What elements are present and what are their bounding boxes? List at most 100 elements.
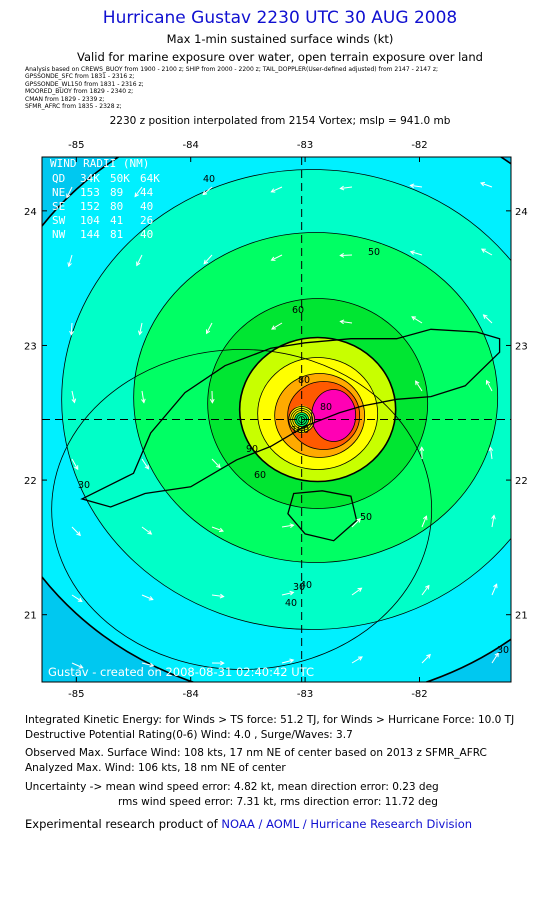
wind-arrow [410, 251, 423, 256]
wind-arrow-head [480, 248, 486, 253]
axis-ticks: -85 -85 -84 -84 -83 -83 -82 -82 24 24 23 23 22 22 21 21 [24, 140, 528, 700]
contour-90 [287, 381, 361, 450]
wind-arrow-head [415, 380, 420, 386]
contour-label: 40 [203, 174, 215, 185]
lon-tick-top: -85 [68, 140, 84, 151]
credit-prefix: Experimental research product of [25, 817, 222, 831]
wind-arrow [134, 186, 143, 197]
wind-arrow-head [203, 259, 209, 265]
wind-arrow [351, 656, 363, 664]
contour-60 [207, 298, 429, 509]
contour-label: 30 [78, 480, 90, 491]
wind-arrow-head [270, 188, 276, 193]
wind-arrow [71, 390, 75, 403]
wind-radii-cell: 153 [80, 186, 100, 199]
wind-arrow-head [289, 523, 295, 528]
wind-arrow [71, 594, 83, 602]
wind-arrow [136, 254, 143, 266]
wind-radii-cell: 26 [140, 214, 153, 227]
wind-arrow-head [358, 656, 363, 661]
wind-arrow-head [148, 596, 154, 601]
wind-radii-cell: 152 [80, 200, 100, 213]
wind-arrow [68, 254, 73, 267]
wind-arrow-head [209, 398, 215, 404]
wind-arrow-head [69, 330, 74, 336]
credit-line: Experimental research product of NOAA / … [25, 817, 472, 831]
lat-tick-right: 23 [515, 341, 528, 352]
wind-arrow [351, 587, 362, 596]
wind-radii-cell: 89 [110, 186, 123, 199]
contour-label: 40 [300, 580, 312, 591]
wind-radii-cell: 80 [110, 200, 123, 213]
lon-tick-top: -83 [297, 140, 313, 151]
wind-arrow [415, 380, 423, 392]
wind-bands [42, 157, 511, 682]
wind-radii-table: WIND RADII (NM) QD 34K 50K 64K NE 153 89 44 SE 15… [50, 157, 160, 241]
wind-arrow-head [339, 319, 345, 325]
wind-arrow-head [482, 314, 488, 319]
wind-arrow-head [419, 446, 425, 452]
wind-arrow-head [136, 261, 141, 267]
wind-arrow [211, 526, 224, 532]
watermark: Gustav - created on 2008-08-31 02:40:42 … [48, 665, 314, 679]
contour-50 [133, 232, 499, 563]
wind-arrow-head [76, 531, 81, 537]
wind-arrow [139, 322, 143, 335]
wind-arrow [203, 254, 213, 265]
wind-arrow-head [66, 193, 71, 199]
wind-arrow-head [409, 250, 415, 255]
source-line: GPSSONDE_WL150 from 1831 - 2316 z; [25, 80, 144, 88]
source-line: SFMR_AFRC from 1835 - 2328 z; [25, 103, 122, 111]
wind-arrow [141, 390, 145, 403]
lon-tick-bottom: -85 [68, 689, 84, 700]
wind-arrow-head [202, 190, 208, 196]
wind-arrow-head [425, 584, 430, 590]
contour-label: 30 [293, 582, 305, 593]
contour-label: 50 [360, 512, 372, 523]
wind-arrow [483, 314, 493, 324]
wind-arrow-head [423, 515, 428, 521]
wind-arrow-head [356, 518, 362, 523]
lat-tick-right: 24 [515, 207, 528, 218]
lon-tick-bottom: -82 [411, 689, 427, 700]
dpr-line: Destructive Potential Rating(0-6) Wind: … [25, 729, 353, 741]
lat-tick-left: 22 [24, 476, 37, 487]
wind-arrow-head [411, 316, 417, 321]
wind-arrow-head [479, 181, 486, 187]
wind-arrow [70, 322, 73, 335]
wind-radii-cell: 50K [110, 172, 130, 185]
coastline [80, 328, 501, 542]
wind-radii-cell: 64K [140, 172, 160, 185]
contour-lines [42, 157, 511, 682]
contour-label: 60 [292, 305, 304, 316]
analyzed-max-wind: Analyzed Max. Wind: 106 kts, 18 nm NE of… [25, 762, 286, 774]
wind-arrow [351, 518, 361, 528]
wind-arrow [202, 186, 213, 195]
wind-arrow [281, 591, 294, 596]
wind-arrow [491, 515, 495, 528]
wind-arrow [281, 524, 294, 528]
wind-arrow [206, 322, 213, 334]
wind-arrow-head [71, 398, 77, 404]
map-subtitle: Max 1-min sustained surface winds (kt) [166, 32, 394, 46]
contour-label: 90 [246, 444, 258, 455]
contour-80 [274, 373, 366, 458]
wind-arrow-head [149, 662, 155, 668]
wind-arrow-head [491, 514, 496, 520]
wind-arrow-head [485, 379, 491, 385]
wind-arrow [421, 515, 427, 528]
wind-arrow-head [134, 192, 139, 198]
uncertainty-mean: Uncertainty -> mean wind speed error: 4.… [25, 781, 439, 793]
lon-tick-top: -82 [411, 140, 427, 151]
hrd-link[interactable]: NOAA / AOML / Hurricane Research Divisio… [221, 817, 473, 831]
contour-64 [238, 336, 397, 483]
wind-arrow [141, 458, 149, 470]
wind-arrow-head [147, 530, 153, 535]
cuba-coastline [80, 328, 501, 508]
wind-arrow [211, 594, 224, 598]
page-title: Hurricane Gustav 2230 UTC 30 AUG 2008 [102, 8, 458, 28]
lon-tick-top: -84 [183, 140, 199, 151]
isla-juventud-coastline [287, 490, 358, 542]
wind-arrow-head [494, 652, 499, 658]
